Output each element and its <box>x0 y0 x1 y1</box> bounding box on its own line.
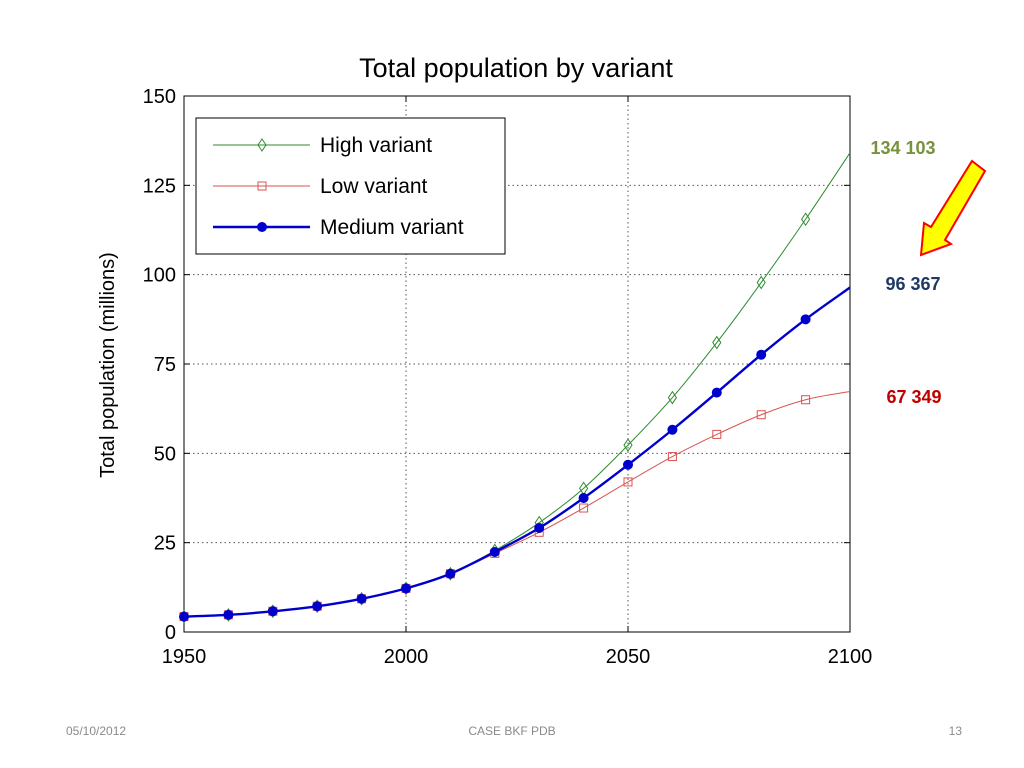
axis-ticks: 1950 2000 2050 2100 0 25 50 75 100 125 150 <box>143 86 873 668</box>
legend-entry: Medium variant <box>320 216 464 239</box>
y-tick-label: 150 <box>143 86 176 108</box>
data-point-dot <box>179 611 189 622</box>
series-medium-variant <box>179 286 851 622</box>
y-tick-label: 125 <box>143 175 176 197</box>
end-value-label: 96 367 <box>885 274 940 294</box>
footer-date: 05/10/2012 <box>66 724 127 738</box>
series-line <box>183 286 851 618</box>
y-axis-label: Total population (millions) <box>97 252 119 478</box>
data-point-square <box>756 410 766 420</box>
data-point-diamond <box>712 335 722 350</box>
chart-title: Total population by variant <box>359 53 673 83</box>
end-value-label: 134 103 <box>870 138 935 158</box>
data-point-square <box>712 429 722 439</box>
data-point-dot <box>534 523 545 534</box>
data-point-dot <box>578 493 589 503</box>
data-point-dot <box>667 424 678 435</box>
y-tick-label: 0 <box>165 622 176 644</box>
data-point-square <box>579 503 589 513</box>
y-tick-label: 50 <box>154 443 176 465</box>
end-value-label: 67 349 <box>886 387 941 407</box>
legend-entry: Low variant <box>320 175 428 198</box>
footer-title: CASE BKF PDB <box>468 724 556 738</box>
data-point-diamond <box>257 138 267 152</box>
data-point-dot <box>756 349 767 360</box>
legend-entry: High variant <box>320 134 432 157</box>
data-point-dot <box>223 609 234 620</box>
data-point-dot <box>312 601 323 612</box>
data-point-square <box>623 477 633 487</box>
x-tick-label: 2100 <box>828 646 873 668</box>
y-tick-label: 100 <box>143 265 176 287</box>
x-tick-label: 1950 <box>162 646 207 668</box>
series-line <box>183 391 851 618</box>
y-tick-label: 25 <box>154 533 176 555</box>
data-point-dot <box>489 546 500 557</box>
data-point-diamond <box>623 438 633 453</box>
data-point-dot <box>711 387 722 398</box>
legend: High variant Low variant Medium variant <box>195 117 506 255</box>
data-point-dot <box>267 606 278 617</box>
data-point-dot <box>445 568 456 579</box>
data-point-diamond <box>667 390 678 405</box>
data-point-diamond <box>756 275 766 290</box>
data-point-square <box>257 181 267 191</box>
data-point-dot <box>257 222 267 232</box>
x-tick-label: 2000 <box>384 646 429 668</box>
page-number: 13 <box>948 724 962 738</box>
data-point-diamond <box>800 212 811 227</box>
data-point-dot <box>800 314 811 325</box>
annotations: 134 103 96 367 67 349 <box>870 138 941 407</box>
series-low-variant <box>179 391 851 622</box>
x-tick-label: 2050 <box>606 646 651 668</box>
down-arrow-icon <box>919 159 987 257</box>
data-point-square <box>667 452 677 462</box>
y-tick-label: 75 <box>154 354 176 376</box>
data-point-dot <box>401 583 411 594</box>
series-lines <box>179 152 851 624</box>
data-point-dot <box>623 459 633 470</box>
data-point-square <box>801 395 811 405</box>
data-point-dot <box>356 593 367 604</box>
